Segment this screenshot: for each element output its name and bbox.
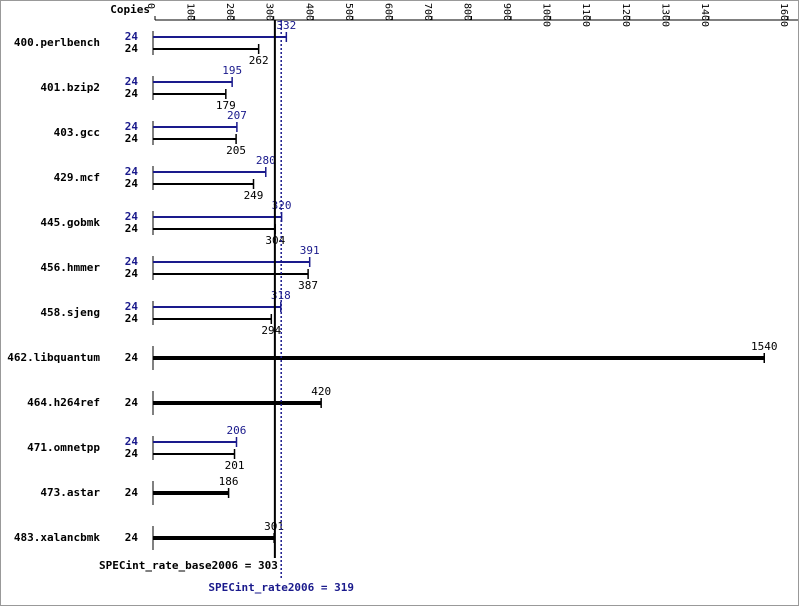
x-tick-label: 1400: [699, 3, 710, 27]
category-label: 464.h264ref: [27, 396, 100, 409]
category-label: 400.perlbench: [14, 36, 100, 49]
category-label: 471.omnetpp: [27, 441, 100, 454]
value-label: 205: [226, 144, 246, 157]
value-label: 207: [227, 109, 247, 122]
copies-label: 24: [125, 210, 139, 223]
value-label: 249: [244, 189, 264, 202]
copies-label: 24: [125, 132, 139, 145]
copies-label: 24: [125, 267, 139, 280]
x-tick-label: 200: [224, 3, 235, 21]
copies-label: 24: [125, 75, 139, 88]
category-label: 429.mcf: [54, 171, 100, 184]
category-label: 458.sjeng: [40, 306, 100, 319]
category-label: 462.libquantum: [7, 351, 100, 364]
x-tick-label: 100: [185, 3, 196, 21]
copies-label: 24: [125, 30, 139, 43]
copies-label: 24: [125, 165, 139, 178]
copies-label: 24: [125, 42, 139, 55]
x-tick-label: 1100: [580, 3, 591, 27]
x-tick-label: 1000: [541, 3, 552, 27]
value-label: 391: [300, 244, 320, 257]
copies-label: 24: [125, 177, 139, 190]
x-tick-label: 300: [264, 3, 275, 21]
copies-header: Copies: [110, 3, 150, 16]
category-label: 445.gobmk: [40, 216, 100, 229]
base-summary-label: SPECint_rate_base2006 = 303: [99, 559, 278, 572]
copies-label: 24: [125, 87, 139, 100]
x-tick-label: 500: [343, 3, 354, 21]
copies-label: 24: [125, 255, 139, 268]
value-label: 332: [276, 19, 296, 32]
peak-summary-label: SPECint_rate2006 = 319: [208, 581, 354, 594]
copies-label: 24: [125, 120, 139, 133]
value-label: 186: [219, 475, 239, 488]
x-tick-label: 800: [462, 3, 473, 21]
x-tick-label: 600: [382, 3, 393, 21]
category-label: 456.hmmer: [40, 261, 100, 274]
x-tick-label: 1600: [778, 3, 789, 27]
copies-label: 24: [125, 351, 139, 364]
category-label: 401.bzip2: [40, 81, 100, 94]
copies-label: 24: [125, 300, 139, 313]
copies-label: 24: [125, 222, 139, 235]
copies-label: 24: [125, 396, 139, 409]
value-label: 179: [216, 99, 236, 112]
x-tick-label: 0: [145, 3, 156, 9]
value-label: 280: [256, 154, 276, 167]
x-tick-label: 1200: [620, 3, 631, 27]
value-label: 387: [298, 279, 318, 292]
value-label: 195: [222, 64, 242, 77]
category-label: 473.astar: [40, 486, 100, 499]
value-label: 420: [311, 385, 331, 398]
value-label: 206: [227, 424, 247, 437]
value-label: 1540: [751, 340, 778, 353]
copies-label: 24: [125, 435, 139, 448]
value-label: 294: [261, 324, 281, 337]
copies-label: 24: [125, 531, 139, 544]
copies-label: 24: [125, 312, 139, 325]
x-tick-label: 900: [501, 3, 512, 21]
x-tick-label: 700: [422, 3, 433, 21]
category-label: 483.xalancbmk: [14, 531, 100, 544]
x-tick-label: 400: [303, 3, 314, 21]
copies-label: 24: [125, 447, 139, 460]
category-label: 403.gcc: [54, 126, 100, 139]
value-label: 201: [225, 459, 245, 472]
x-tick-label: 1300: [659, 3, 670, 27]
value-label: 262: [249, 54, 269, 67]
copies-label: 24: [125, 486, 139, 499]
